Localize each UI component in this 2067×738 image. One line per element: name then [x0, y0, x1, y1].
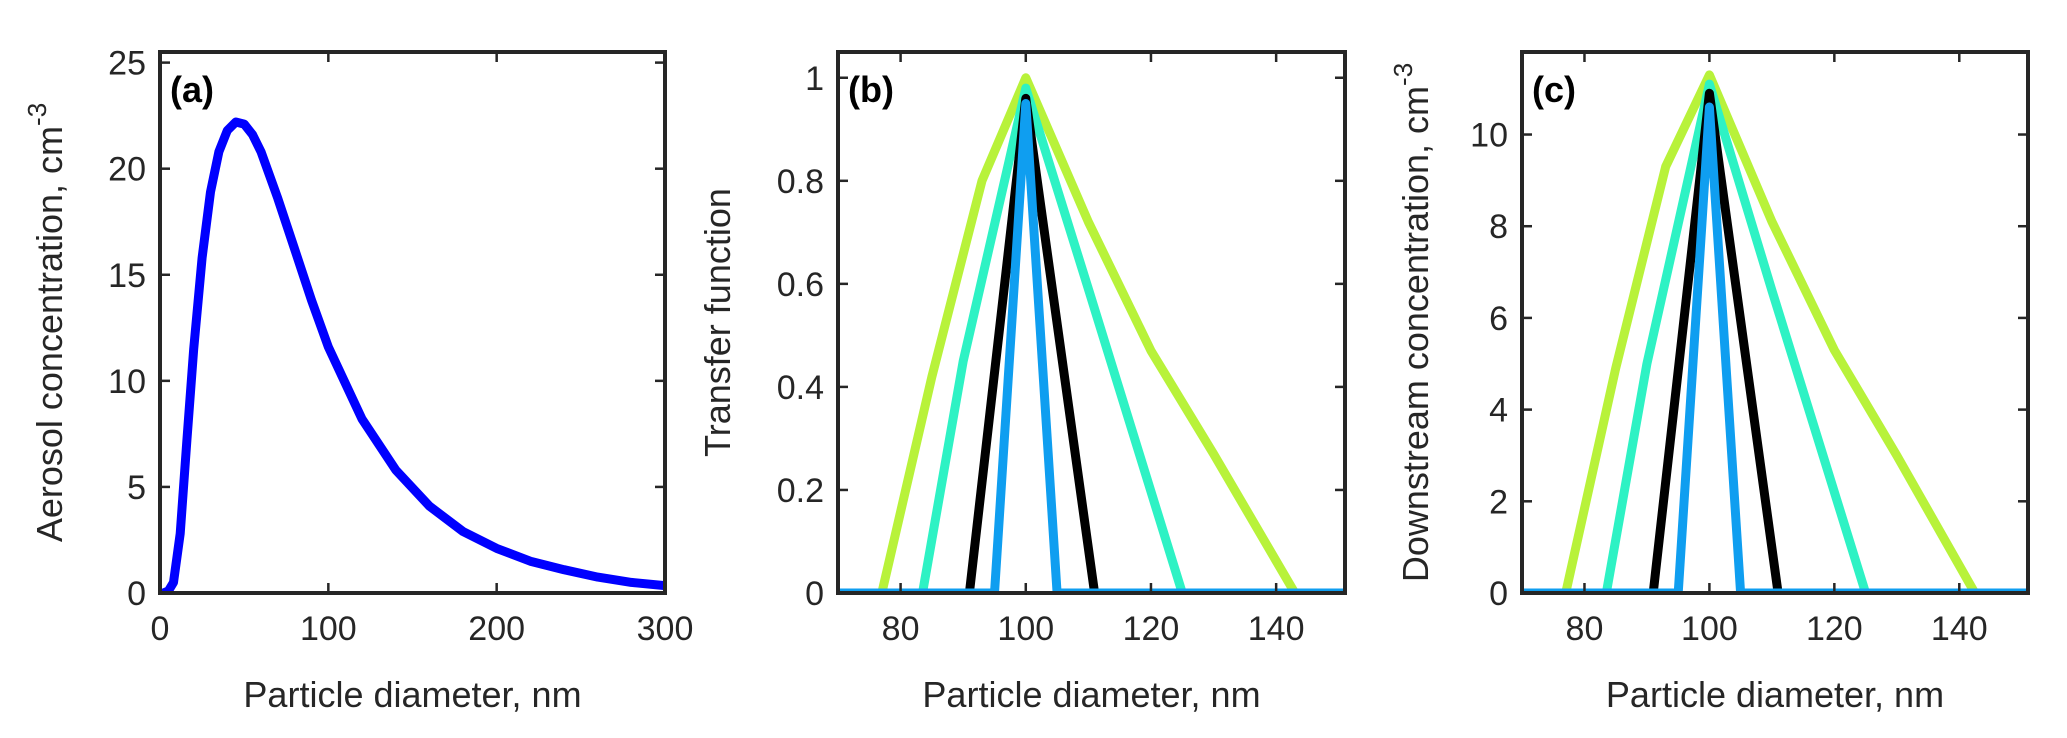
y-tick-label: 0: [127, 575, 146, 613]
x-tick-label: 200: [468, 610, 525, 648]
x-tick-label: 100: [1681, 610, 1738, 648]
y-tick-label: 2: [1489, 483, 1508, 521]
y-axis-label-superscript: -3: [22, 103, 52, 126]
axes-box: [1520, 50, 2030, 595]
series-line-4: [838, 99, 1345, 593]
x-tick-label: 300: [637, 610, 694, 648]
x-tick-label: 100: [300, 610, 357, 648]
y-axis-label-text: Transfer function: [697, 188, 738, 457]
x-tick-label: 80: [882, 610, 920, 648]
y-axis-label: Downstream concentration, cm-3: [1388, 63, 1436, 582]
x-tick-label: 140: [1931, 610, 1988, 648]
series-group: [1522, 70, 2028, 593]
x-axis-label: Particle diameter, nm: [1606, 674, 1944, 715]
y-tick-label: 10: [108, 363, 146, 401]
y-tick-label: 20: [108, 151, 146, 189]
y-tick-label: 0.2: [777, 472, 824, 510]
panel-label: (b): [848, 69, 894, 110]
series-line-1: [160, 117, 665, 593]
y-axis-label-text: Downstream concentration, cm: [1395, 86, 1436, 582]
y-tick-label: 4: [1489, 392, 1508, 430]
x-tick-label: 120: [1123, 610, 1180, 648]
x-tick-label: 140: [1248, 610, 1305, 648]
panel-label: (c): [1532, 69, 1576, 110]
series-group: [838, 73, 1345, 593]
y-tick-label: 0.4: [777, 369, 824, 407]
panel-c: 80 100 120 140 0 2 4 6 8 10 Particle diameter, nm D…: [1388, 50, 2030, 715]
y-axis-label-superscript: -3: [1388, 63, 1418, 86]
panel-label: (a): [170, 69, 214, 110]
y-tick-label: 25: [108, 45, 146, 83]
series-line-3: [1522, 88, 2028, 593]
y-tick-label: 10: [1470, 117, 1508, 155]
series-line-1: [1522, 70, 2028, 593]
y-tick-label: 0.6: [777, 266, 824, 304]
series-line-2: [838, 83, 1345, 593]
x-tick-label: 0: [151, 610, 170, 648]
y-tick-label: 6: [1489, 300, 1508, 338]
series-line-4: [1522, 102, 2028, 593]
series-line-3: [838, 93, 1345, 593]
y-tick-label: 15: [108, 257, 146, 295]
y-tick-label: 0: [1489, 575, 1508, 613]
x-axis-label: Particle diameter, nm: [922, 674, 1260, 715]
y-axis-label-text: Aerosol concentration, cm: [29, 126, 70, 542]
y-axis-label: Transfer function: [697, 188, 738, 457]
axes-box: [158, 50, 667, 595]
y-tick-label: 0: [805, 575, 824, 613]
y-tick-label: 1: [805, 60, 824, 98]
series-line-1: [838, 73, 1345, 593]
axes-box: [836, 50, 1347, 595]
y-tick-label: 0.8: [777, 163, 824, 201]
panel-a: 0 100 200 300 0 5 10 15 20 25 Particle diameter, n…: [22, 45, 693, 715]
y-tick-label: 8: [1489, 208, 1508, 246]
series-line-2: [1522, 79, 2028, 593]
x-tick-label: 120: [1806, 610, 1863, 648]
panel-b: 80 100 120 140 0 0.2 0.4 0.6 0.8 1 Particle diamet…: [697, 50, 1347, 715]
y-tick-label: 5: [127, 469, 146, 507]
y-axis-label: Aerosol concentration, cm-3: [22, 103, 70, 542]
x-tick-label: 80: [1566, 610, 1604, 648]
series-group: [160, 117, 665, 593]
x-tick-label: 100: [997, 610, 1054, 648]
x-axis-label: Particle diameter, nm: [243, 674, 581, 715]
